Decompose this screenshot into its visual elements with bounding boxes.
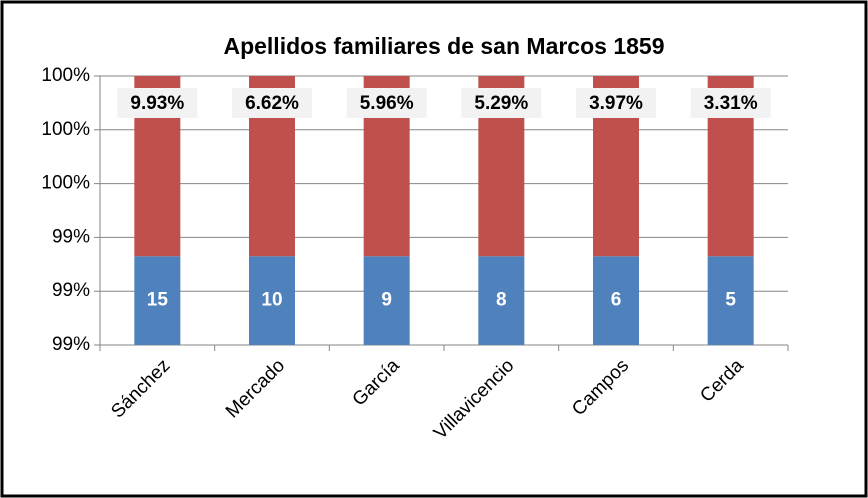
data-label-box xyxy=(346,88,427,118)
bar-segment xyxy=(707,256,754,345)
bar-segment xyxy=(593,256,639,345)
data-label: 15 xyxy=(147,290,169,311)
bar-segment xyxy=(249,256,295,345)
data-label: 6.62% xyxy=(245,93,299,114)
data-label: 5.96% xyxy=(360,93,414,114)
bar-segment xyxy=(134,256,181,345)
data-label-box xyxy=(461,88,542,118)
y-tick-label: 99% xyxy=(52,226,90,247)
data-label: 5.29% xyxy=(474,93,528,114)
chart-title: Apellidos familiares de san Marcos 1859 xyxy=(223,33,664,59)
y-tick-label: 99% xyxy=(52,334,90,355)
y-tick-label: 100% xyxy=(41,119,90,140)
data-label-box xyxy=(117,88,198,118)
y-tick-label: 100% xyxy=(41,65,90,86)
data-label-box xyxy=(576,88,656,118)
data-label: 5 xyxy=(725,290,736,311)
data-label: 6 xyxy=(611,290,622,311)
data-label: 9 xyxy=(381,290,392,311)
bar-segment xyxy=(478,256,525,345)
data-label: 8 xyxy=(496,290,507,311)
bar-segment xyxy=(363,256,410,345)
data-label: 3.97% xyxy=(589,93,643,114)
data-label: 10 xyxy=(261,290,282,311)
y-tick-label: 99% xyxy=(52,280,90,301)
data-label: 3.31% xyxy=(704,93,758,114)
data-label-box xyxy=(232,88,312,118)
data-label: 9.93% xyxy=(130,93,184,114)
y-tick-label: 100% xyxy=(41,173,90,194)
data-label-box xyxy=(690,88,771,118)
